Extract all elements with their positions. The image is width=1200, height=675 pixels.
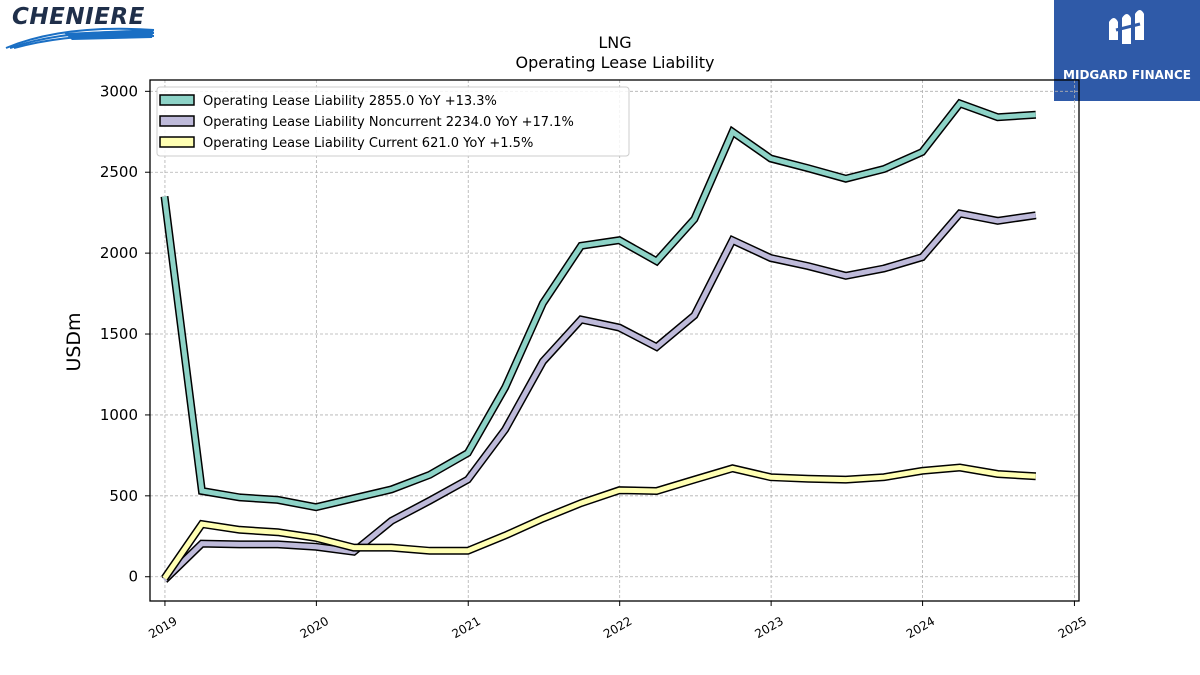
midgard-mark-icon: [1109, 10, 1144, 44]
x-tick-label: 2024: [904, 614, 937, 641]
company-logo-text: CHENIERE: [12, 4, 145, 30]
y-tick-label: 3000: [100, 82, 138, 100]
legend-swatch: [159, 115, 195, 127]
company-logo: CHENIERE: [4, 2, 156, 52]
series-layer: [160, 98, 1037, 583]
grid-layer: [150, 80, 1079, 601]
y-tick-label: 2000: [100, 244, 138, 262]
x-axis-ticks: 2019 2020 2021 2022 2023 2024 2025: [146, 601, 1089, 641]
series-outline: [160, 98, 1037, 512]
legend-entry: Operating Lease Liability Current 621.0 …: [203, 136, 533, 151]
series-stroke: [162, 464, 1036, 580]
legend: Operating Lease Liability 2855.0 YoY +13…: [156, 86, 630, 157]
legend-swatch: [159, 136, 195, 148]
series-line-1: [160, 98, 1037, 512]
series-line-2: [161, 209, 1037, 583]
chart-subtitle: Operating Lease Liability: [515, 53, 714, 72]
midgard-finance-badge: MIDGARD FINANCE: [1054, 0, 1200, 101]
x-tick-label: 2023: [752, 614, 785, 641]
y-axis-label: USDm: [63, 312, 85, 371]
series-stroke: [162, 100, 1036, 510]
y-tick-label: 2500: [100, 163, 138, 181]
legend-box: [156, 86, 630, 157]
y-tick-label: 1500: [100, 325, 138, 343]
series-stroke: [162, 210, 1037, 582]
x-tick-label: 2021: [450, 614, 483, 641]
legend-entry: Operating Lease Liability Noncurrent 223…: [203, 115, 574, 130]
chart-title: LNG: [598, 33, 631, 52]
y-tick-label: 1000: [100, 406, 138, 424]
swoosh-icon: [5, 27, 155, 49]
x-tick-label: 2022: [601, 614, 634, 641]
x-tick-label: 2025: [1056, 614, 1089, 641]
series-outline: [161, 209, 1037, 583]
y-tick-label: 500: [109, 487, 138, 505]
y-axis-ticks: 0 500 1000 1500 2000 2500 3000: [100, 82, 150, 586]
legend-entry: Operating Lease Liability 2855.0 YoY +13…: [203, 94, 497, 109]
y-tick-label: 0: [128, 568, 138, 586]
series-outline: [161, 463, 1037, 581]
x-tick-label: 2020: [298, 614, 331, 641]
legend-swatch: [159, 94, 195, 106]
badge-name: MIDGARD FINANCE: [1063, 68, 1191, 82]
plot-area: [149, 79, 1080, 602]
x-tick-label: 2019: [146, 614, 179, 641]
series-line-3: [161, 463, 1037, 581]
